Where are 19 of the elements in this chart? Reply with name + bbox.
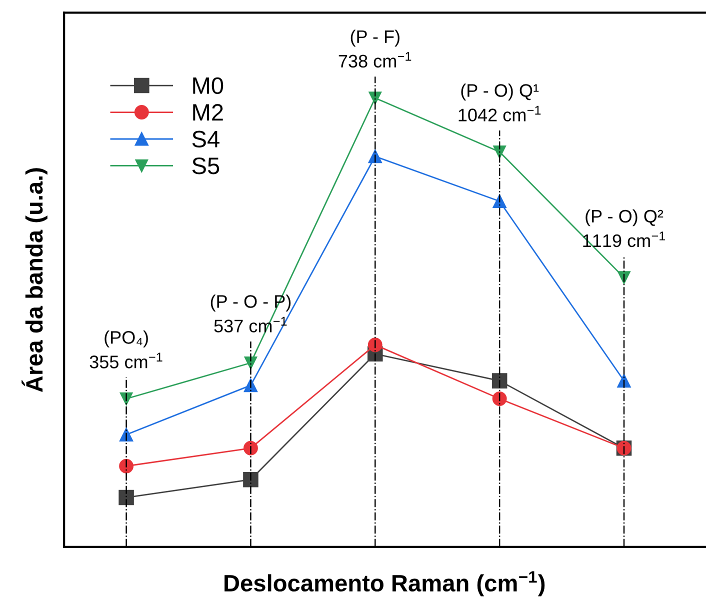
point bbox=[492, 392, 507, 406]
point bbox=[243, 472, 258, 488]
point bbox=[492, 194, 506, 208]
point bbox=[368, 92, 382, 104]
point bbox=[244, 440, 258, 456]
point bbox=[368, 338, 382, 352]
point bbox=[118, 490, 134, 506]
annotation: (PO₄) 355 cm$^{−1}$ bbox=[90, 330, 162, 368]
point bbox=[492, 373, 508, 388]
legend-label: S5 bbox=[192, 158, 220, 174]
legend-label: M2 bbox=[193, 104, 223, 121]
text: (P - F) 738 cm$^{−1}$ bbox=[338, 30, 412, 68]
annotation: (P - O) Q¹ 1042 cm$^{−1}$ bbox=[458, 84, 541, 122]
y-axis-title: Área da banda (u.a.) bbox=[22, 168, 48, 392]
x-axis-title: Deslocamento Raman (cm$^{−1}$) bbox=[224, 571, 545, 596]
legend-label: M0 bbox=[193, 77, 224, 94]
point bbox=[493, 145, 506, 158]
point bbox=[119, 458, 134, 474]
legend-label: S4 bbox=[192, 130, 220, 148]
